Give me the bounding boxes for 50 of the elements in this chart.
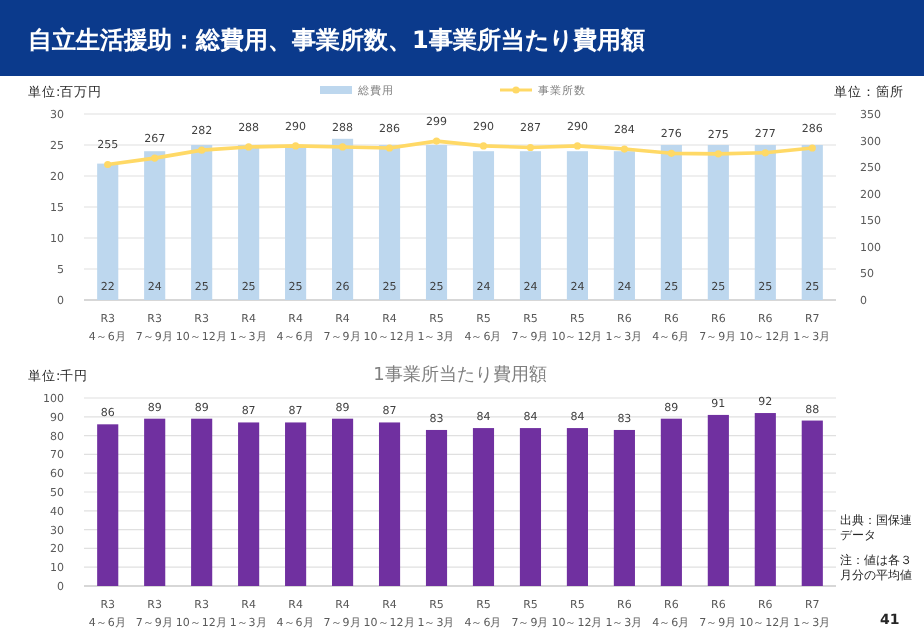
bar [425, 145, 448, 300]
bar [472, 428, 495, 586]
bar [566, 428, 588, 586]
point [198, 146, 206, 154]
bar [191, 145, 213, 300]
bar [707, 145, 729, 300]
bar [285, 422, 307, 586]
point [620, 145, 628, 153]
point [714, 150, 722, 158]
point [104, 160, 112, 169]
bar [801, 420, 823, 586]
bar [144, 418, 166, 586]
bar [238, 422, 260, 586]
bar [472, 151, 495, 300]
bar [238, 145, 260, 300]
point [667, 149, 675, 157]
bar [285, 145, 307, 300]
bar [613, 151, 635, 300]
point [432, 137, 441, 145]
bar [660, 418, 682, 586]
bar [566, 151, 588, 300]
point [245, 143, 253, 151]
bar [97, 163, 119, 300]
point [526, 143, 535, 152]
point [338, 143, 347, 151]
bar [519, 151, 542, 300]
point [385, 144, 394, 152]
bar [144, 151, 166, 300]
bar [332, 418, 354, 586]
point [761, 149, 769, 157]
bar [378, 422, 401, 586]
bar [754, 145, 776, 300]
point [151, 154, 159, 162]
bar [801, 145, 823, 300]
chart-title: 1事業所当たり費用額 [373, 364, 547, 386]
bar [707, 414, 729, 586]
point [292, 142, 300, 150]
point [573, 142, 582, 150]
bar [754, 413, 776, 586]
bar [613, 429, 635, 586]
bar [378, 145, 401, 300]
bar [660, 145, 682, 300]
bar [425, 429, 448, 586]
bar [519, 428, 542, 586]
point [479, 142, 488, 150]
bar [97, 424, 119, 586]
chart-title: 自立生活援助：総費用、事業所数、1事業所当たり費用額 [28, 26, 645, 54]
bar [191, 418, 213, 586]
point [808, 144, 816, 152]
bar [332, 138, 354, 300]
